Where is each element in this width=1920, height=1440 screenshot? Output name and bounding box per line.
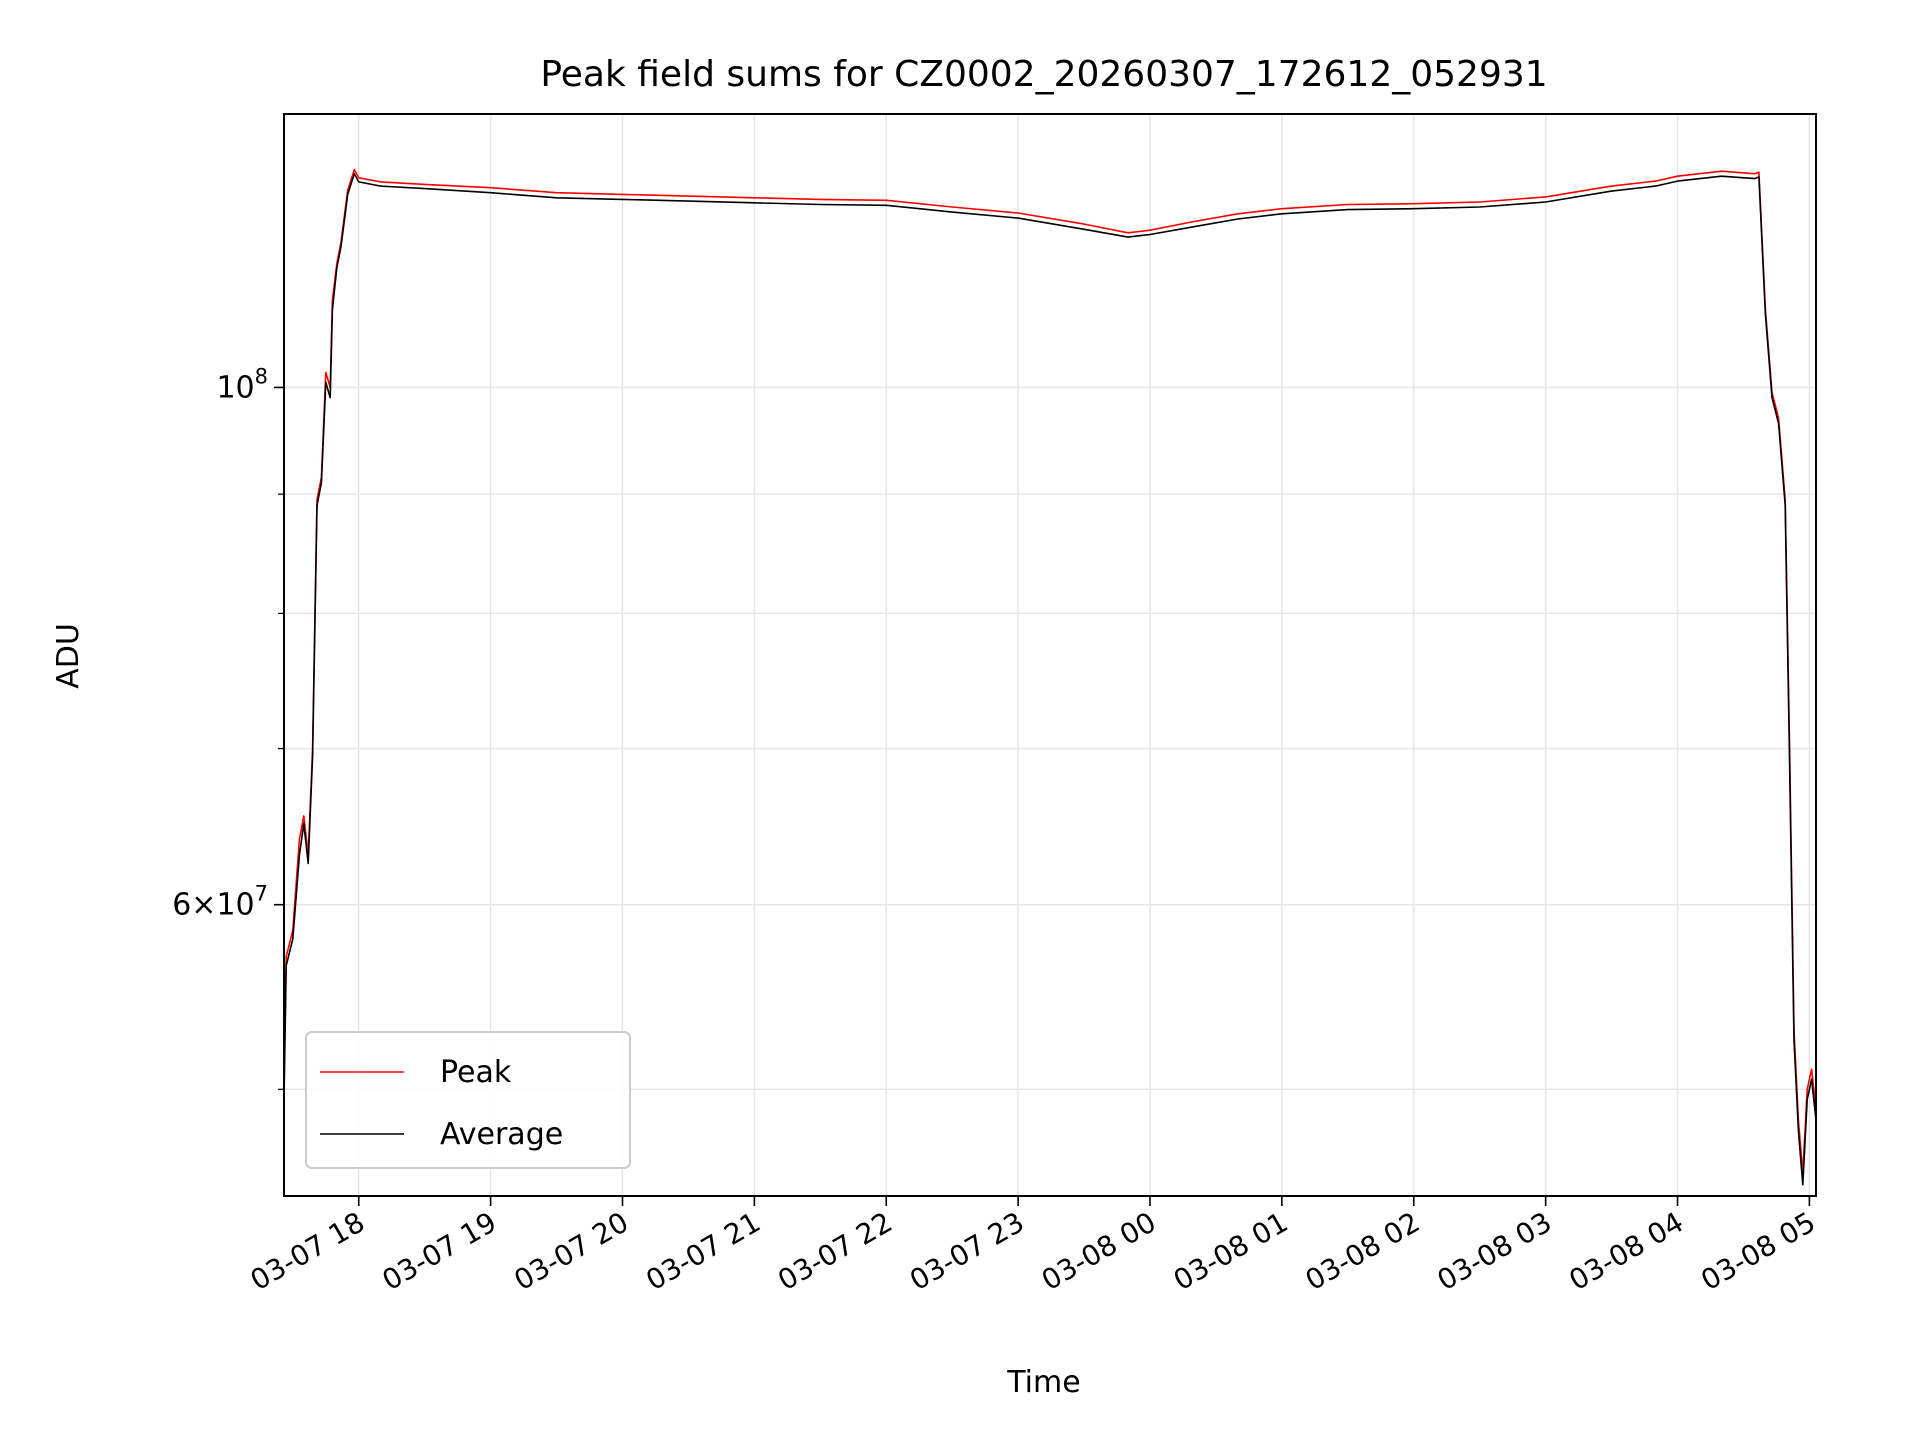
legend: Peak Average (305, 1031, 631, 1169)
plot-area-frame (283, 113, 1817, 1197)
series-line-average (283, 172, 1817, 1186)
y-tick-label: 6×107 (172, 882, 268, 923)
legend-label-average: Average (440, 1117, 563, 1152)
chart-title: Peak field sums for CZ0002_20260307_1726… (540, 54, 1547, 95)
series-lines (283, 168, 1817, 1186)
x-axis-label: Time (1006, 1365, 1080, 1400)
grid (284, 114, 1816, 1196)
y-axis-label: ADU (51, 623, 86, 689)
legend-label-peak: Peak (440, 1055, 512, 1090)
